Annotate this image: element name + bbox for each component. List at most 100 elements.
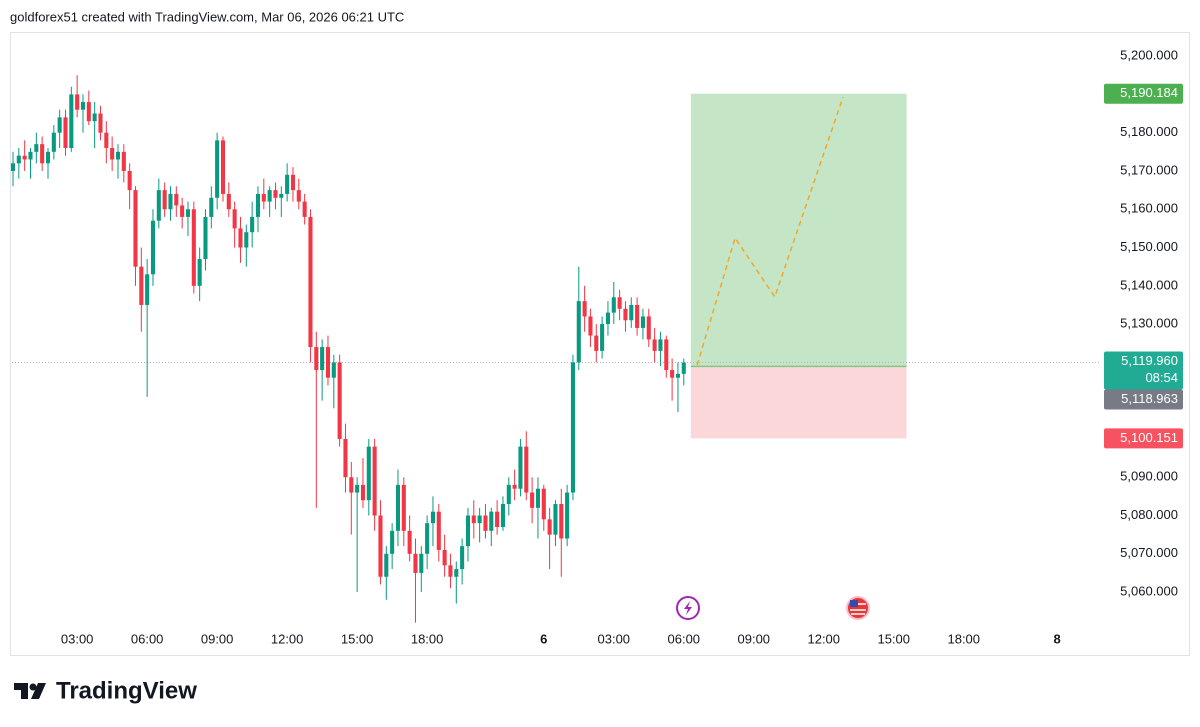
- x-tick-label: 18:00: [411, 631, 444, 646]
- x-tick-label: 18:00: [947, 631, 980, 646]
- price-badge-label: 5,119.960: [1121, 353, 1178, 368]
- candle-body: [384, 553, 389, 577]
- candle-body: [524, 446, 529, 493]
- price-badge-label: 5,118.963: [1121, 391, 1178, 406]
- stop-loss-badge: [1104, 428, 1183, 449]
- candle-body: [191, 209, 196, 286]
- candle-body: [57, 117, 62, 133]
- candle-body: [133, 190, 138, 267]
- candle-body: [570, 362, 575, 493]
- candle-body: [267, 190, 272, 202]
- event-icon[interactable]: [676, 596, 700, 620]
- price-badge-label: 5,100.151: [1120, 430, 1178, 445]
- candle-body: [98, 113, 103, 133]
- x-tick-label: 15:00: [341, 631, 374, 646]
- x-tick-label: 6: [540, 631, 547, 646]
- candle-body: [139, 266, 144, 305]
- candle-body: [454, 569, 459, 577]
- stop-loss-zone: [690, 366, 907, 439]
- candle-body: [145, 274, 150, 305]
- x-tick-label: 8: [1053, 631, 1060, 646]
- candle-body: [273, 190, 278, 198]
- logo-text: TradingView: [56, 677, 197, 704]
- candle-body: [302, 201, 307, 217]
- candle-body: [45, 151, 51, 164]
- candle-body: [675, 373, 680, 378]
- candle-body: [448, 565, 453, 577]
- candle-body: [16, 155, 21, 164]
- x-tick-label: 06:00: [131, 631, 164, 646]
- candle-body: [296, 190, 301, 202]
- candle-body: [553, 504, 558, 535]
- candle-body: [63, 117, 68, 148]
- candle-body: [285, 174, 290, 194]
- candle-body: [681, 362, 686, 374]
- candle-body: [477, 515, 482, 524]
- y-tick-label: 5,090.000: [1120, 469, 1178, 484]
- candle-body: [215, 140, 220, 198]
- x-tick-label: 03:00: [61, 631, 94, 646]
- logo: TradingView: [14, 677, 197, 704]
- candle-body: [150, 220, 156, 275]
- candle-body: [629, 304, 634, 321]
- x-tick-label: 15:00: [877, 631, 910, 646]
- candle-body: [465, 515, 471, 547]
- candle-body: [605, 312, 610, 325]
- candle-body: [209, 197, 214, 217]
- x-tick-label: 09:00: [201, 631, 234, 646]
- entry-badge: [1104, 389, 1183, 410]
- candle-body: [127, 170, 132, 191]
- candle-body: [197, 259, 202, 286]
- candle-body: [255, 193, 261, 217]
- event-icons: [676, 596, 870, 620]
- candle-body: [22, 155, 27, 160]
- candle-body: [541, 488, 546, 520]
- candle-body: [226, 193, 231, 210]
- logo-mark: [14, 683, 28, 699]
- candle-body: [314, 347, 319, 371]
- candle-body: [168, 193, 173, 210]
- candle-body: [69, 94, 74, 148]
- candle-body: [442, 549, 447, 566]
- price-badge-label: 5,190.184: [1120, 85, 1178, 100]
- x-tick-label: 06:00: [668, 631, 701, 646]
- candle-body: [366, 446, 371, 501]
- candle-body: [378, 515, 383, 577]
- candle-body: [390, 530, 395, 554]
- y-tick-label: 5,180.000: [1120, 124, 1178, 139]
- candle-body: [28, 151, 33, 160]
- candle-body: [489, 511, 494, 531]
- flag-canton: [850, 600, 858, 607]
- candle-body: [203, 216, 208, 260]
- candle-body: [250, 216, 255, 233]
- header: goldforex51 created with TradingView.com…: [10, 9, 404, 24]
- candle-body: [640, 316, 645, 328]
- candle-body: [419, 553, 424, 573]
- chart-frame: [10, 32, 1190, 656]
- candle-body: [658, 339, 663, 351]
- candle-body: [343, 438, 348, 478]
- candle-body: [407, 530, 412, 554]
- candle-body: [355, 484, 360, 493]
- x-tick-label: 12:00: [807, 631, 840, 646]
- candle-body: [617, 297, 622, 309]
- candle-body: [232, 209, 237, 229]
- candle-body: [360, 484, 366, 501]
- candle-body: [500, 504, 505, 527]
- candle-body: [395, 484, 401, 531]
- candle-body: [401, 484, 406, 531]
- candle-body: [576, 301, 581, 363]
- logo-mark: [31, 683, 46, 699]
- candle-body: [220, 140, 226, 194]
- candle-body: [436, 511, 441, 550]
- candle-body: [518, 446, 523, 489]
- candle-body: [104, 132, 109, 148]
- y-tick-label: 5,080.000: [1120, 507, 1178, 522]
- candle-body: [559, 504, 564, 539]
- candle-body: [635, 304, 640, 328]
- candle-body: [115, 151, 121, 160]
- projection-line: [696, 96, 844, 366]
- candle-body: [623, 308, 628, 321]
